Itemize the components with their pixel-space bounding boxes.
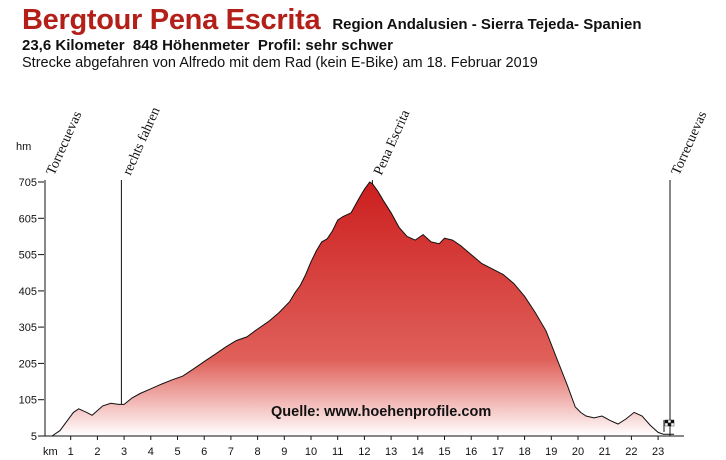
finish-flag-icon xyxy=(664,419,675,427)
region-label: Region Andalusien - Sierra Tejeda- Spani… xyxy=(332,16,642,33)
elevation-line xyxy=(44,181,675,437)
tour-subtitle: Strecke abgefahren von Alfredo mit dem R… xyxy=(22,55,538,71)
x-tick-label: 12 xyxy=(358,446,370,458)
y-tick-label: 305 xyxy=(19,322,37,334)
x-tick-label: 9 xyxy=(281,446,287,458)
x-tick-label: 8 xyxy=(255,446,261,458)
x-tick-label: 20 xyxy=(572,446,584,458)
x-tick-label: 5 xyxy=(174,446,180,458)
marker-label: rechts fahren xyxy=(120,105,163,178)
source-annotation: Quelle: www.hoehenprofile.com xyxy=(271,404,491,420)
y-tick-label: 205 xyxy=(19,358,37,370)
x-tick-label: 17 xyxy=(492,446,504,458)
x-tick-label: 21 xyxy=(599,446,611,458)
page-title: Bergtour Pena Escrita xyxy=(22,4,321,36)
x-tick-label: 18 xyxy=(518,446,530,458)
x-unit-label: km xyxy=(43,446,58,458)
x-tick-label: 22 xyxy=(625,446,637,458)
y-tick-label: 105 xyxy=(19,395,37,407)
chart-header: Bergtour Pena Escrita Region Andalusien … xyxy=(22,4,722,71)
x-tick-label: 2 xyxy=(94,446,100,458)
x-tick-label: 19 xyxy=(545,446,557,458)
x-tick-label: 6 xyxy=(201,446,207,458)
y-tick-label: 605 xyxy=(19,213,37,225)
y-tick-label: 705 xyxy=(19,177,37,189)
y-unit-label: hm xyxy=(16,141,31,153)
x-tick-label: 3 xyxy=(121,446,127,458)
marker-label: Torrecuevas xyxy=(44,109,85,177)
elevation-area xyxy=(44,182,675,436)
x-tick-label: 1 xyxy=(68,446,74,458)
marker-label: Pena Escrita xyxy=(371,107,413,177)
y-tick-label: 5 xyxy=(31,431,37,443)
x-tick-label: 16 xyxy=(465,446,477,458)
y-tick-label: 405 xyxy=(19,286,37,298)
x-tick-label: 14 xyxy=(412,446,424,458)
marker-label: Torrecuevas xyxy=(669,109,710,177)
y-tick-label: 505 xyxy=(19,250,37,262)
title-row: Bergtour Pena Escrita Region Andalusien … xyxy=(22,4,722,37)
x-tick-label: 11 xyxy=(332,446,343,458)
x-tick-label: 7 xyxy=(228,446,234,458)
x-tick-label: 15 xyxy=(438,446,450,458)
x-tick-label: 23 xyxy=(652,446,664,458)
tour-stats: 23,6 Kilometer 848 Höhenmeter Profil: se… xyxy=(22,37,393,54)
x-tick-label: 13 xyxy=(385,446,397,458)
x-tick-label: 4 xyxy=(148,446,154,458)
x-tick-label: 10 xyxy=(305,446,317,458)
